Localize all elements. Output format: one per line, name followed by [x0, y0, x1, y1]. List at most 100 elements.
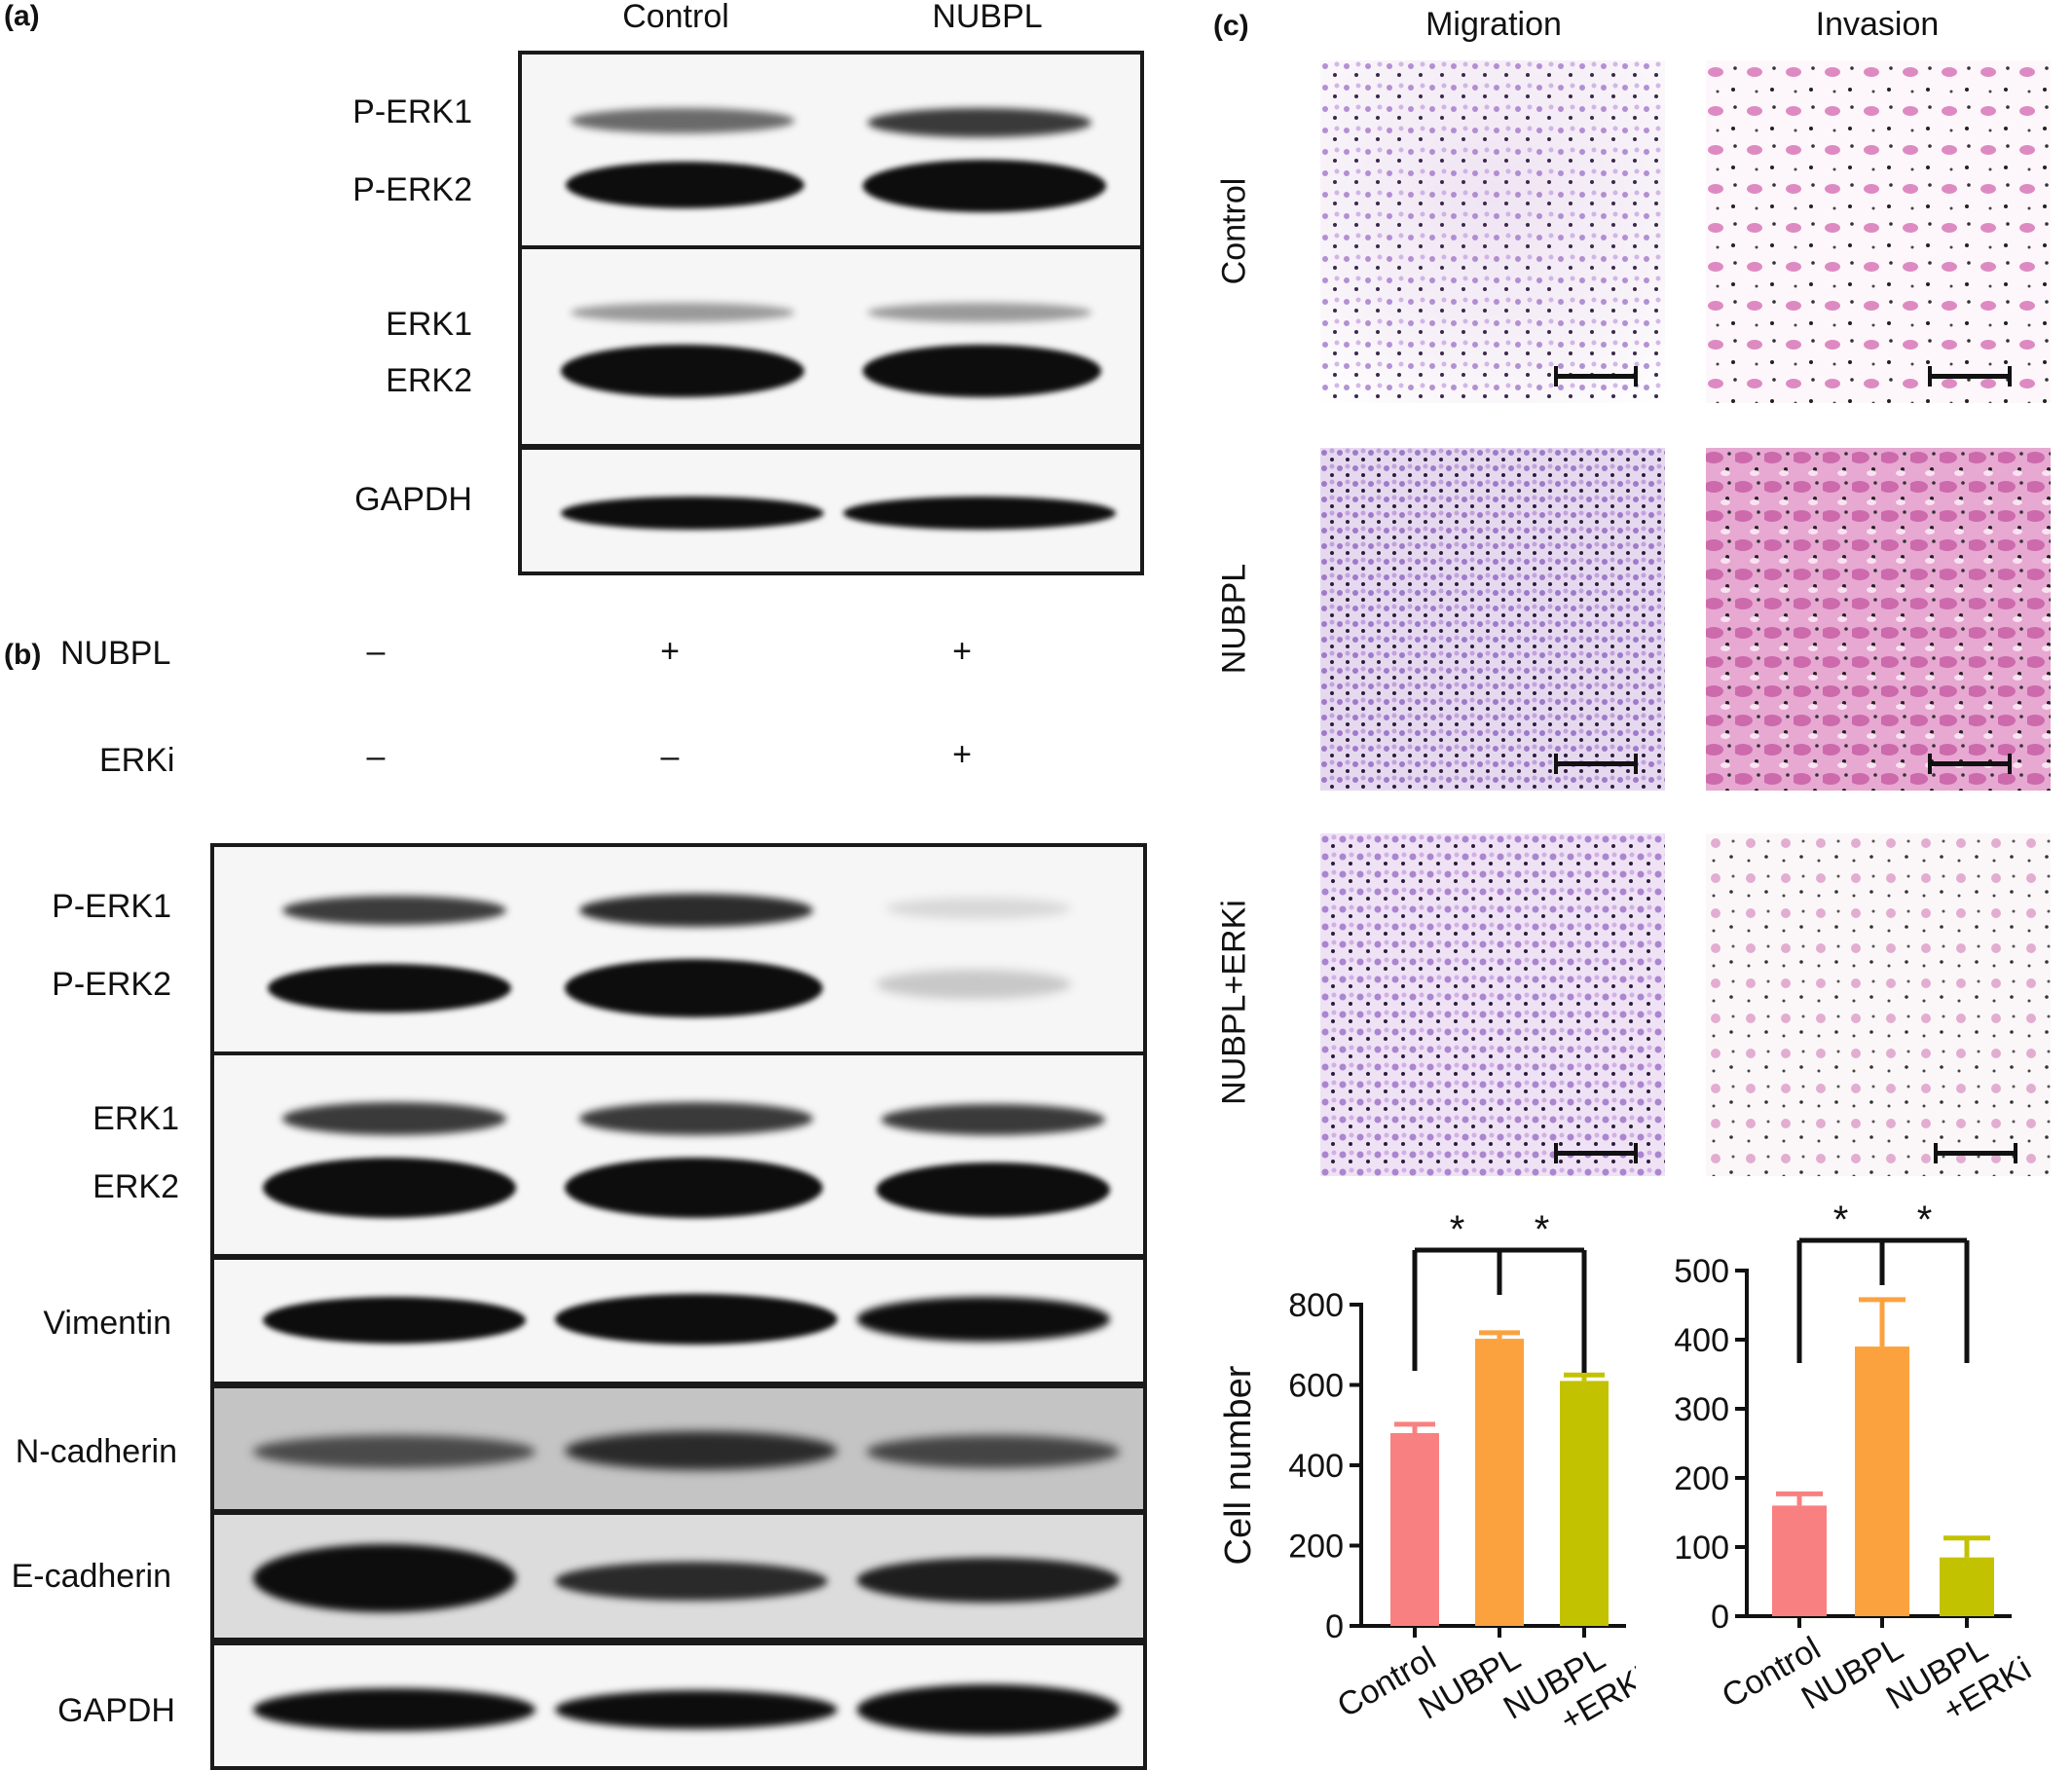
lane-header-nubpl: NUBPL	[932, 0, 1043, 35]
bar	[1475, 1339, 1524, 1626]
cell-texture	[1706, 448, 2051, 791]
y-tick-label: 200	[1288, 1529, 1344, 1566]
band	[282, 1102, 506, 1135]
label-a-gapdh: GAPDH	[354, 481, 472, 518]
y-tick-label: 0	[1325, 1608, 1344, 1645]
panel-a-label: (a)	[4, 0, 40, 32]
band	[253, 1544, 516, 1612]
band	[857, 1684, 1120, 1735]
label-b-ecadherin: E-cadherin	[11, 1558, 171, 1595]
y-tick-label: 400	[1674, 1322, 1729, 1359]
band	[268, 964, 511, 1013]
label-b-gapdh: GAPDH	[57, 1692, 175, 1729]
scale-bar	[1934, 1143, 2017, 1163]
band	[571, 108, 795, 133]
label-b-erk2: ERK2	[92, 1168, 179, 1205]
bar	[1940, 1557, 1994, 1616]
band	[868, 108, 1092, 137]
row-control-label: Control	[1215, 177, 1253, 285]
panel-c-label: (c)	[1213, 10, 1249, 42]
label-a-erk2: ERK2	[386, 362, 472, 399]
sign-erki-lane3: +	[952, 736, 972, 773]
cell-texture	[1320, 448, 1665, 791]
band	[579, 1102, 813, 1135]
label-b-erk1: ERK1	[92, 1100, 179, 1137]
label-b-ncadherin: N-cadherin	[15, 1433, 177, 1470]
band	[843, 497, 1116, 530]
significance-star: *	[1917, 1198, 1933, 1241]
band	[867, 1435, 1120, 1468]
sign-erki-lane2: –	[660, 738, 680, 775]
micrograph-invasion-nubpl-erki	[1706, 833, 2051, 1176]
blot-b-gapdh	[210, 1641, 1147, 1770]
scale-bar	[1554, 754, 1638, 774]
band	[886, 898, 1071, 919]
sign-nubpl-lane1: –	[366, 633, 386, 670]
band	[561, 345, 804, 397]
band	[881, 1104, 1105, 1135]
x-tick-label: NUBPL+ERKi	[1498, 1626, 1636, 1760]
bar	[1855, 1346, 1909, 1616]
bar	[1772, 1505, 1827, 1616]
band	[263, 1158, 516, 1218]
band	[857, 1297, 1110, 1342]
cell-texture	[1320, 833, 1665, 1176]
band	[868, 303, 1092, 322]
y-tick-label: 200	[1674, 1460, 1729, 1497]
y-tick-label: 100	[1674, 1530, 1729, 1567]
significance-star: *	[1450, 1208, 1465, 1251]
band	[857, 1558, 1120, 1603]
band	[555, 1690, 837, 1729]
sign-nubpl-lane2: +	[660, 633, 680, 670]
micrograph-invasion-nubpl	[1706, 448, 2051, 791]
band	[253, 1688, 536, 1731]
scale-bar	[1928, 754, 2012, 774]
blot-b-vimentin	[210, 1256, 1147, 1385]
cell-texture	[1706, 60, 2051, 403]
band	[555, 1562, 828, 1601]
band	[863, 345, 1101, 397]
blot-a-erk	[518, 245, 1144, 448]
column-migration-label: Migration	[1425, 6, 1562, 43]
band	[253, 1435, 536, 1468]
y-tick-label: 0	[1711, 1599, 1729, 1636]
cell-texture	[1706, 833, 2051, 1176]
band	[555, 1294, 837, 1345]
scale-bar	[1928, 366, 2012, 387]
blot-b-ncadherin	[210, 1384, 1147, 1513]
row-nubpl-label: NUBPL	[1215, 563, 1253, 675]
sign-nubpl-lane3: +	[952, 633, 972, 670]
scale-bar	[1554, 1143, 1638, 1163]
cell-texture	[1320, 60, 1665, 403]
label-b-vimentin: Vimentin	[43, 1305, 171, 1342]
x-tick-label: NUBPL+ERKi	[1880, 1616, 2037, 1751]
label-a-perk1: P-ERK1	[352, 93, 472, 130]
micrograph-invasion-control	[1706, 60, 2051, 403]
y-tick-label: 600	[1288, 1368, 1344, 1405]
y-tick-label: 300	[1674, 1391, 1729, 1428]
panel-b-label: (b)	[4, 639, 42, 671]
blot-a-gapdh	[518, 446, 1144, 575]
band	[263, 1297, 526, 1344]
micrograph-migration-nubpl-erki	[1320, 833, 1665, 1176]
blot-b-ecadherin	[210, 1511, 1147, 1641]
band	[876, 1162, 1110, 1217]
blot-a-perk	[518, 51, 1144, 249]
y-tick-label: 800	[1288, 1287, 1344, 1324]
band	[863, 160, 1106, 212]
sign-erki-lane1: –	[366, 738, 386, 775]
label-a-erk1: ERK1	[386, 306, 472, 343]
y-tick-label: 400	[1288, 1448, 1344, 1485]
condition-erki-label: ERKi	[99, 742, 175, 779]
blot-b-perk	[210, 843, 1147, 1057]
label-b-perk2: P-ERK2	[52, 966, 171, 1003]
condition-nubpl-label: NUBPL	[60, 635, 171, 672]
y-tick-label: 500	[1674, 1253, 1729, 1290]
band	[566, 162, 804, 208]
micrograph-migration-nubpl	[1320, 448, 1665, 791]
band	[282, 896, 506, 925]
significance-star: *	[1833, 1198, 1849, 1241]
band	[565, 1431, 837, 1470]
